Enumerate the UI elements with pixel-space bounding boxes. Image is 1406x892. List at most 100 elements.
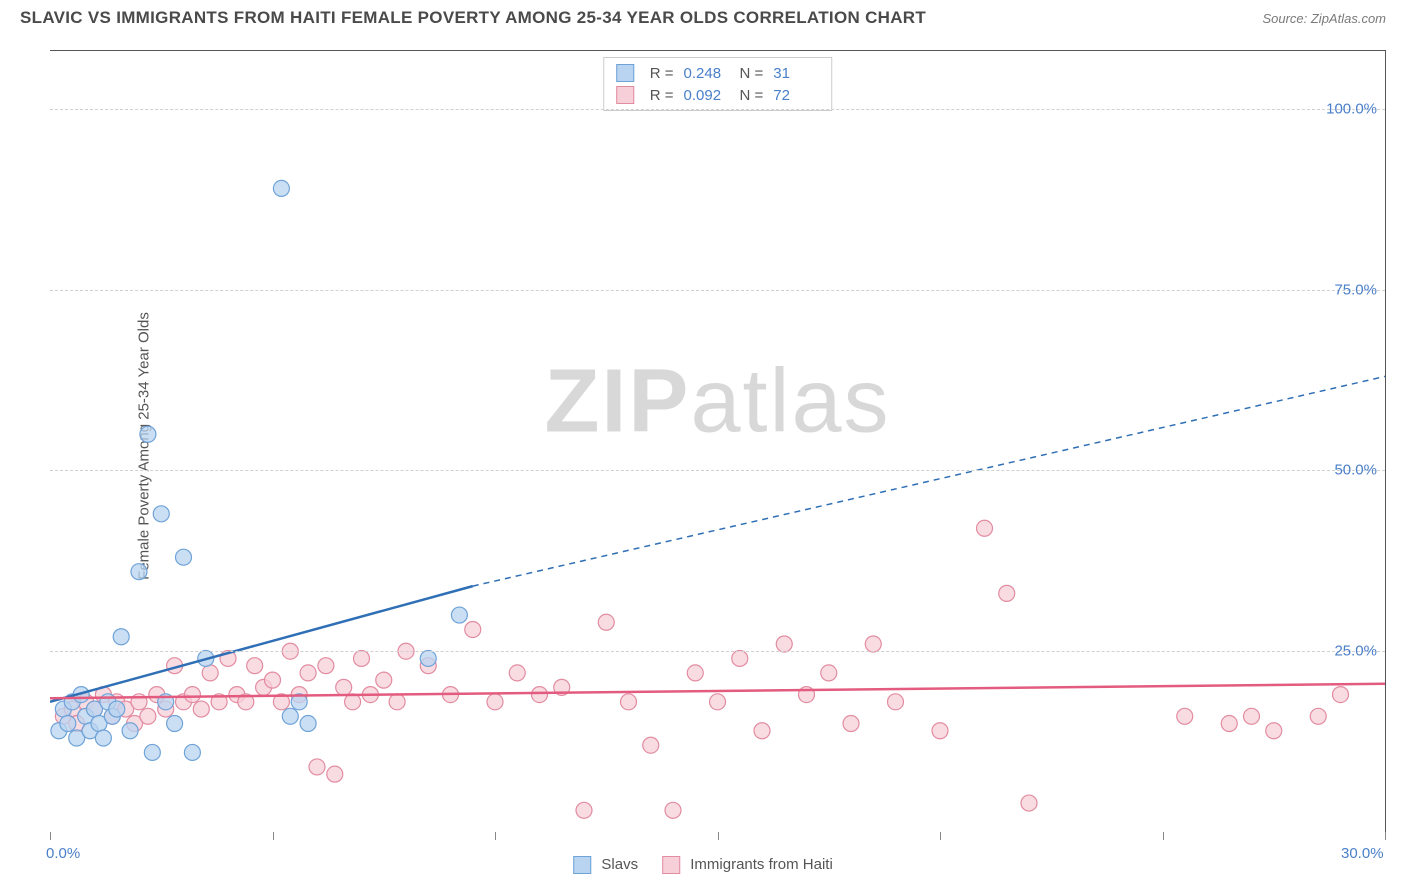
data-point [1266,723,1282,739]
n-label: N = [740,87,764,104]
data-point [776,636,792,652]
data-point [487,694,503,710]
data-point [184,687,200,703]
data-point [732,650,748,666]
data-point [109,701,125,717]
data-point [60,716,76,732]
data-point [336,679,352,695]
data-point [202,665,218,681]
x-tick [718,832,719,840]
stats-legend: R = 0.248 N = 31 R = 0.092 N = 72 [603,57,833,111]
data-point [1221,716,1237,732]
x-tick [273,832,274,840]
data-point [420,650,436,666]
swatch-slavs [573,856,591,874]
stats-row-slavs: R = 0.248 N = 31 [616,62,820,84]
data-point [354,650,370,666]
series-legend: Slavs Immigrants from Haiti [573,856,833,874]
data-point [327,766,343,782]
data-point [144,744,160,760]
r-value-slavs: 0.248 [684,65,730,82]
source-label: Source: ZipAtlas.com [1262,11,1386,26]
chart-title: SLAVIC VS IMMIGRANTS FROM HAITI FEMALE P… [20,8,926,28]
x-tick [50,832,51,840]
trend-line-slavs-ext [473,376,1385,586]
data-point [621,694,637,710]
r-label: R = [650,87,674,104]
data-point [576,802,592,818]
data-point [1244,708,1260,724]
data-point [999,585,1015,601]
data-point [300,716,316,732]
data-point [465,622,481,638]
data-point [821,665,837,681]
data-point [376,672,392,688]
legend-item-slavs: Slavs [573,856,638,874]
data-point [1333,687,1349,703]
data-point [865,636,881,652]
legend-label-haiti: Immigrants from Haiti [690,856,833,873]
data-point [265,672,281,688]
data-point [95,730,111,746]
data-point [247,658,263,674]
data-point [131,564,147,580]
data-point [532,687,548,703]
x-tick [1385,832,1386,840]
data-point [1177,708,1193,724]
r-label: R = [650,65,674,82]
data-point [509,665,525,681]
grid-line [50,290,1385,291]
data-point [113,629,129,645]
data-point [273,180,289,196]
swatch-haiti [662,856,680,874]
grid-line [50,651,1385,652]
grid-line [50,109,1385,110]
data-point [153,506,169,522]
header: SLAVIC VS IMMIGRANTS FROM HAITI FEMALE P… [0,0,1406,32]
data-point [843,716,859,732]
data-point [300,665,316,681]
data-point [754,723,770,739]
data-point [389,694,405,710]
data-point [309,759,325,775]
data-point [643,737,659,753]
x-tick [1163,832,1164,840]
data-point [176,549,192,565]
data-point [710,694,726,710]
data-point [1021,795,1037,811]
y-tick-label: 100.0% [1326,100,1377,117]
stats-row-haiti: R = 0.092 N = 72 [616,84,820,106]
data-point [977,520,993,536]
swatch-haiti [616,86,634,104]
scatter-plot [50,51,1385,832]
y-tick-label: 50.0% [1334,462,1377,479]
data-point [598,614,614,630]
data-point [318,658,334,674]
legend-label-slavs: Slavs [601,856,638,873]
data-point [888,694,904,710]
chart-area: ZIPatlas R = 0.248 N = 31 R = 0.092 N = … [50,50,1386,832]
data-point [687,665,703,681]
grid-line [50,470,1385,471]
n-value-slavs: 31 [773,65,819,82]
data-point [282,708,298,724]
x-tick-label: 30.0% [1341,845,1384,862]
n-label: N = [740,65,764,82]
r-value-haiti: 0.092 [684,87,730,104]
data-point [193,701,209,717]
y-tick-label: 75.0% [1334,281,1377,298]
data-point [140,708,156,724]
swatch-slavs [616,64,634,82]
data-point [665,802,681,818]
x-tick [495,832,496,840]
x-tick-label: 0.0% [46,845,80,862]
data-point [122,723,138,739]
data-point [167,716,183,732]
y-tick-label: 25.0% [1334,643,1377,660]
data-point [184,744,200,760]
data-point [140,426,156,442]
n-value-haiti: 72 [773,87,819,104]
x-tick [940,832,941,840]
data-point [451,607,467,623]
data-point [1310,708,1326,724]
